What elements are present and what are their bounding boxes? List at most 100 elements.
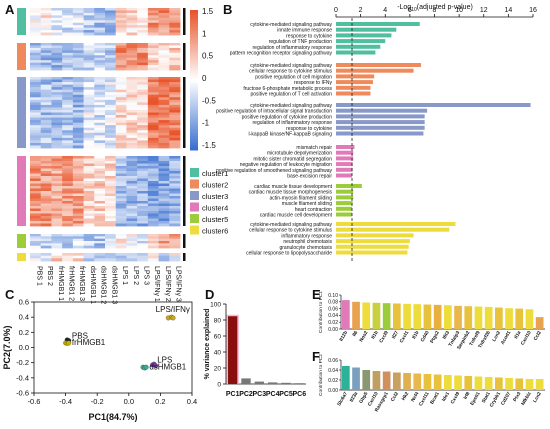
heatmap-cell: [83, 47, 95, 51]
heatmap-cell: [105, 206, 117, 209]
heatmap-cell: [105, 87, 117, 91]
heatmap-cell: [94, 127, 106, 131]
heatmap-cell: [30, 57, 42, 61]
heatmap-cell: [169, 17, 181, 21]
heatmap-cell: [115, 201, 127, 204]
go-bar: [336, 91, 371, 96]
pc2-contribution-bar: [495, 377, 503, 390]
colorbar-segment: [190, 35, 198, 39]
heatmap-cell: [137, 97, 149, 101]
heatmap-cell: [169, 221, 181, 224]
heatmap-cell: [147, 142, 159, 146]
heatmap-cell: [105, 135, 117, 139]
heatmap-cell: [126, 181, 138, 184]
heatmap-cell: [169, 117, 181, 121]
heatmap-cell: [40, 125, 52, 129]
heatmap-cell: [158, 122, 170, 126]
heatmap-cell: [147, 107, 159, 111]
heatmap-cell: [83, 50, 95, 54]
colorbar-tick-label: 1: [202, 29, 207, 38]
heatmap-cell: [51, 236, 63, 240]
heatmap-cell: [40, 97, 52, 101]
pc1-contribution-bar: [474, 306, 483, 329]
heatmap-cell: [169, 102, 181, 106]
heatmap-cell: [115, 22, 127, 26]
heatmap-cell: [147, 241, 159, 244]
heatmap-cell: [115, 166, 127, 169]
heatmap-cell: [105, 94, 117, 98]
pc1-contribution-bar: [505, 308, 513, 329]
heatmap-cell: [137, 32, 149, 36]
heatmap-cell: [169, 171, 181, 174]
heatmap-cell: [126, 168, 138, 172]
heatmap-cell: [137, 201, 149, 204]
heatmap-cell: [72, 188, 84, 192]
heatmap-cell: [51, 253, 63, 257]
heatmap-cell: [137, 89, 149, 93]
heatmap-cell: [72, 50, 84, 54]
heatmap-cell: [169, 122, 181, 126]
pc1-contribution-bar: [495, 307, 503, 329]
pca-point-dshmgb1: [143, 364, 149, 370]
heatmap-cell: [30, 109, 42, 113]
pc1-contribution-bar: [382, 303, 391, 329]
heatmap-cell: [40, 20, 52, 24]
heatmap-cell: [115, 241, 127, 244]
heatmap-cell: [94, 255, 106, 259]
heatmap-cell: [169, 92, 181, 96]
heatmap-cell: [158, 30, 170, 33]
heatmap-cell: [83, 97, 95, 101]
heatmap-cell: [94, 99, 106, 103]
heatmap-cell: [72, 191, 84, 194]
heatmap-cell: [30, 253, 42, 257]
heatmap-cell: [83, 163, 95, 167]
colorbar-segment: [190, 131, 198, 135]
heatmap-cell: [62, 99, 74, 103]
heatmap-cell: [158, 10, 170, 14]
go-term-label: negative regulation of leukocyte migrati…: [240, 162, 332, 168]
heatmap-cell: [40, 67, 52, 71]
heatmap-cell: [72, 255, 84, 259]
heatmap-cell: [51, 181, 63, 184]
heatmap-cell: [147, 10, 159, 14]
heatmap-cell: [62, 161, 74, 164]
heatmap-cell: [51, 132, 63, 136]
heatmap-cell: [83, 241, 95, 244]
heatmap-cell: [83, 255, 95, 259]
heatmap-cell: [147, 65, 159, 68]
heatmap-cell: [94, 89, 106, 93]
heatmap-cell: [126, 67, 138, 71]
legend-label-cluster3: cluster3: [202, 192, 228, 201]
heatmap-cell: [40, 127, 52, 131]
heatmap-cell: [30, 196, 42, 199]
colorbar-segment: [190, 147, 198, 151]
heatmap-cell: [137, 102, 149, 106]
heatmap-cell: [126, 12, 138, 16]
heatmap-cell: [137, 79, 149, 83]
heatmap-cell: [51, 201, 63, 204]
heatmap-cell: [62, 25, 74, 29]
heatmap-cell: [147, 181, 159, 184]
pc1-contribution-y-tick-label: 0.08: [328, 300, 338, 306]
heatmap-cell: [169, 196, 181, 199]
heatmap-cell: [51, 67, 63, 71]
heatmap-cell: [62, 236, 74, 240]
heatmap-cell: [115, 173, 127, 177]
panel-letter-d: D: [205, 287, 215, 302]
heatmap-cell: [126, 82, 138, 86]
heatmap-cell: [126, 161, 138, 164]
colorbar-segment: [190, 42, 198, 46]
heatmap-cell: [94, 176, 106, 179]
go-bar: [336, 184, 362, 188]
heatmap-cell: [115, 221, 127, 224]
heatmap-cell: [40, 45, 52, 49]
heatmap-cell: [137, 122, 149, 126]
heatmap-cell: [147, 206, 159, 209]
heatmap-cell: [147, 30, 159, 33]
heatmap-cell: [105, 55, 117, 59]
heatmap-cell: [158, 218, 170, 222]
heatmap-cell: [126, 208, 138, 212]
heatmap-cell: [30, 122, 42, 126]
heatmap-cell: [137, 99, 149, 103]
heatmap-cell: [40, 99, 52, 103]
